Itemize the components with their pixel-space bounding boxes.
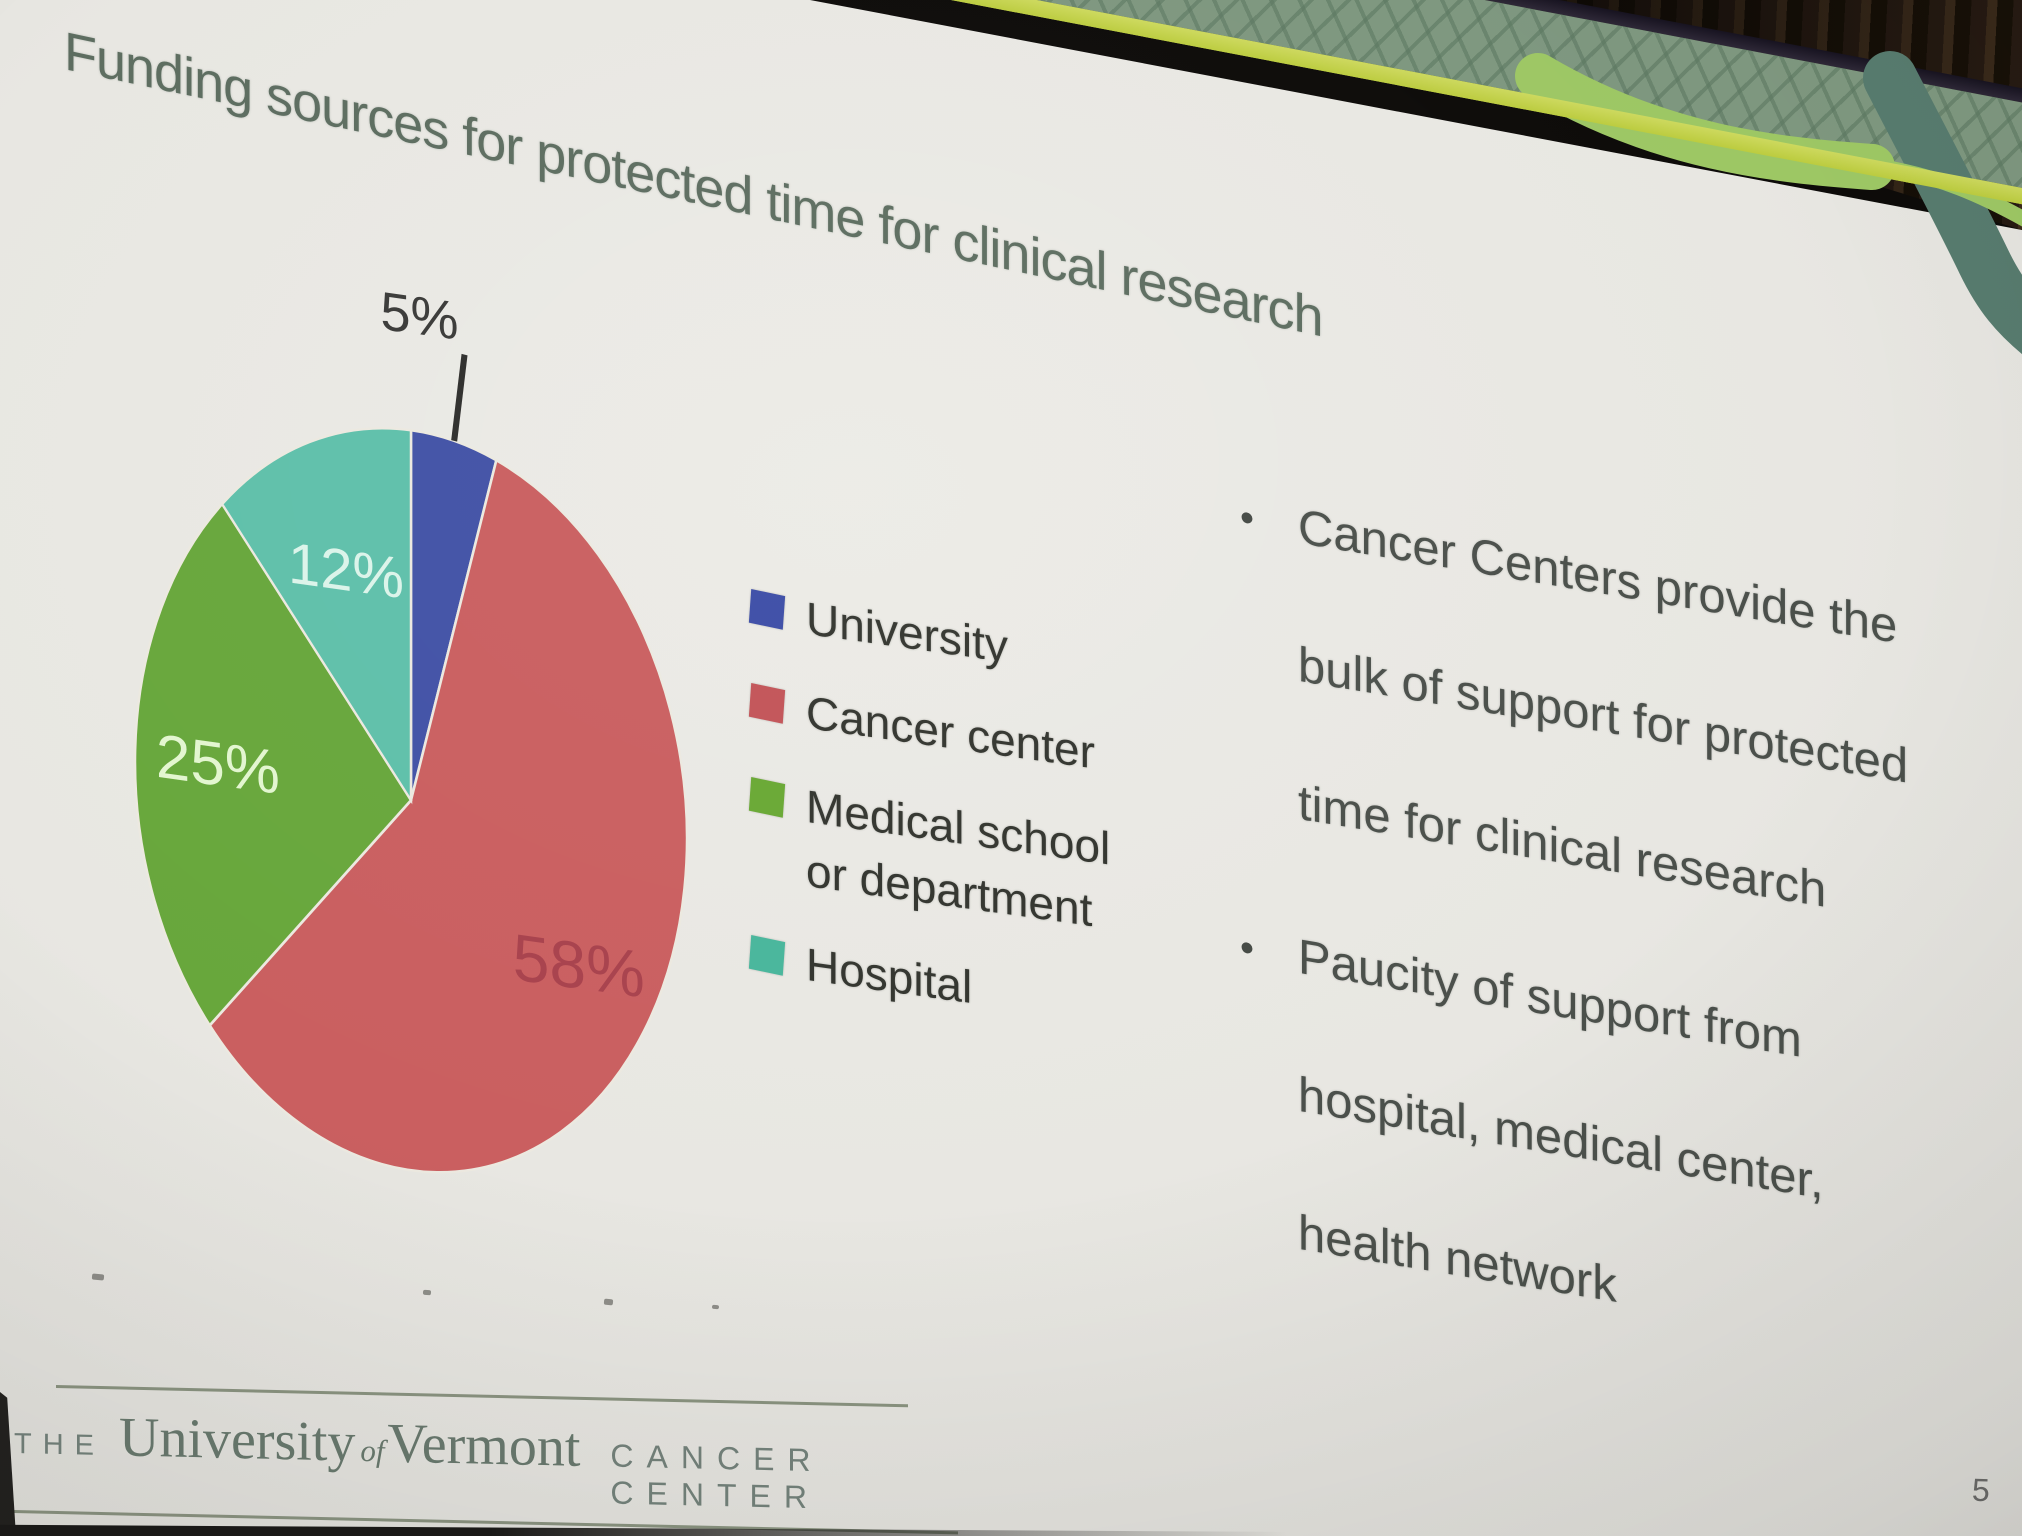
dust-speck bbox=[711, 1304, 720, 1310]
dust-speck bbox=[422, 1289, 432, 1296]
legend-label-line: Hospital bbox=[806, 937, 973, 1014]
legend-item-hospital: Hospital bbox=[748, 924, 1110, 1039]
legend-label-line: Cancer center bbox=[806, 685, 1095, 779]
legend-swatch-cancer-center bbox=[748, 683, 786, 724]
legend-label: Hospital bbox=[806, 932, 972, 1019]
pie-chart-block: 5% 58% 25% 12% bbox=[96, 236, 796, 1239]
pie-slice-medical-school-or-department bbox=[133, 501, 413, 1028]
bullet-dot-icon: • bbox=[1240, 495, 1255, 542]
logo-cancer-center: CANCER CENTER bbox=[610, 1437, 824, 1516]
pie-label-university: 5% bbox=[381, 281, 459, 352]
pie-slice-hospital bbox=[220, 427, 413, 805]
legend-item-cancer-center: Cancer center bbox=[748, 672, 1110, 787]
legend-label: Cancer center bbox=[806, 680, 1095, 785]
ribbon-teal bbox=[1863, 51, 2022, 355]
logo-prefix: THE bbox=[14, 1428, 105, 1463]
pie-slice-cancer-center bbox=[208, 458, 689, 1174]
bullet-dot-icon: • bbox=[1240, 925, 1255, 972]
pie-chart: 5%58%25%12% bbox=[133, 281, 689, 1174]
legend-item-university: University bbox=[748, 578, 1110, 693]
legend-label: University bbox=[806, 586, 1008, 678]
legend-swatch-university bbox=[748, 589, 786, 630]
bullet-text: Paucity of support from hospital, medical… bbox=[1298, 888, 1824, 1390]
page-number: 5 bbox=[1971, 1471, 1991, 1509]
logo-vermont: Vermont bbox=[387, 1412, 581, 1479]
legend-label-line: University bbox=[806, 591, 1008, 673]
legend-swatch-medical-school-or-department bbox=[748, 777, 786, 818]
logo-of: of bbox=[360, 1432, 385, 1469]
legend-swatch-hospital bbox=[748, 935, 786, 976]
dust-speck bbox=[91, 1273, 105, 1281]
dust-speck bbox=[603, 1298, 614, 1306]
logo-rule-top bbox=[56, 1384, 908, 1408]
bullet-list: • Cancer Centers provide the bulk of suppo… bbox=[1240, 448, 2000, 1419]
chart-legend: University Cancer center Medical school or … bbox=[748, 578, 1110, 1069]
pie-label-leader-line bbox=[451, 353, 468, 442]
footer-logo: THE University of Vermont CANCER CENTER bbox=[14, 1384, 994, 1535]
legend-label: Medical school or department bbox=[806, 774, 1110, 945]
legend-item-medical-school-or-department: Medical school or department bbox=[748, 766, 1110, 945]
logo-text-line: THE University of Vermont CANCER CENTER bbox=[14, 1403, 994, 1520]
screen-edge-bottom bbox=[0, 1524, 1400, 1536]
logo-university: University bbox=[119, 1406, 356, 1474]
